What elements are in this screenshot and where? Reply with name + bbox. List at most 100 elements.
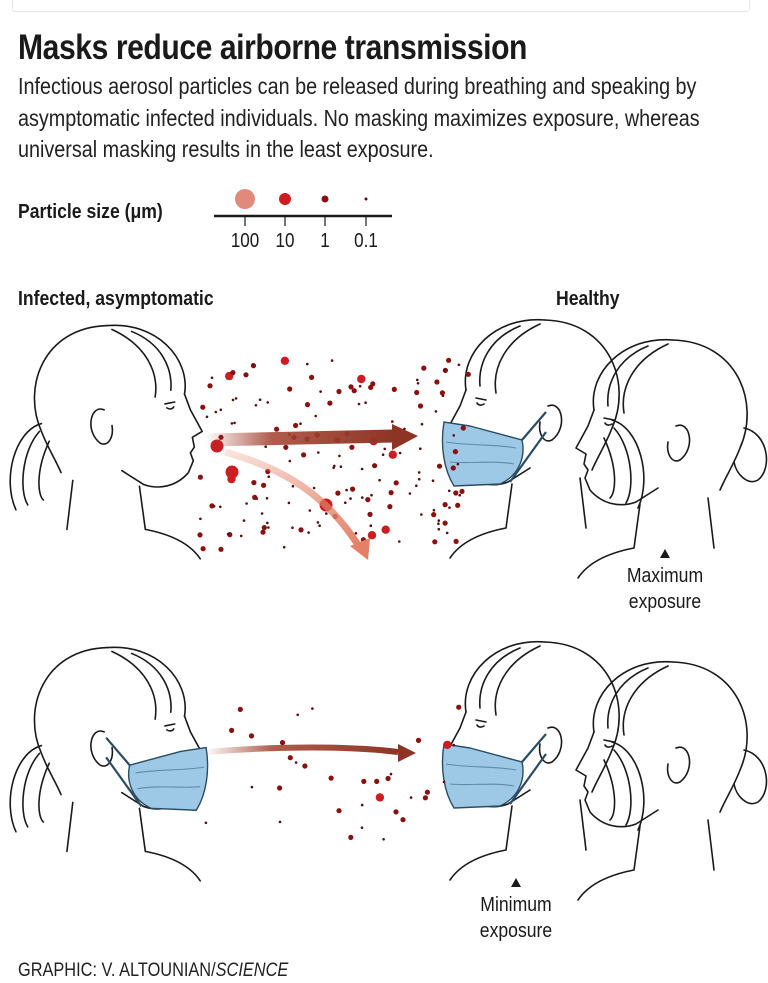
particle [197,532,203,538]
particle [357,402,361,406]
particle [291,526,294,529]
particle [409,796,413,799]
particle [385,775,391,782]
scene-no-masking [9,319,768,579]
particle [420,422,424,426]
particle [393,809,399,815]
legend-tick-1: 1 [320,230,330,252]
particle [291,484,295,488]
scene-universal-masking [9,641,768,901]
particle [312,486,316,490]
minimum-exposure-marker [511,878,521,887]
particle [267,526,270,529]
particle [417,403,424,409]
particle [245,502,248,505]
credit-prefix: GRAPHIC: V. ALTOUNIAN/ [18,960,216,981]
particle [200,404,206,410]
particle [266,521,269,525]
curved-arrow-head [350,538,370,560]
particle [446,357,452,363]
particle [415,484,418,488]
particle [391,386,397,392]
particle [250,785,254,789]
particle [348,384,354,390]
particle [442,780,446,784]
particle [264,445,268,449]
particle [364,401,367,405]
particle [287,501,291,505]
particle [361,496,364,499]
particle [226,532,230,536]
particle [350,486,356,492]
particle [299,422,302,426]
particle [304,402,311,408]
particle [417,477,421,481]
particle [437,527,441,531]
legend-particle-10 [279,193,291,205]
particle [296,713,300,717]
particle [283,444,289,450]
straight-arrow-head [392,424,418,450]
legend-axis [214,189,392,226]
particle [242,519,246,522]
particle [452,434,456,437]
particle [260,529,266,535]
particle [251,363,255,366]
particle [229,727,235,733]
particle [465,371,471,377]
particle [369,524,373,527]
particle [345,488,348,492]
particle [448,489,451,493]
particle [218,546,224,552]
particle [349,444,355,450]
particle [452,743,456,747]
particle [360,826,364,829]
particle [420,513,423,516]
particle [197,474,203,480]
particle [266,401,270,404]
straight-arrow [204,744,399,755]
particle [360,467,364,471]
straight-arrow [204,429,396,447]
particle [455,502,461,508]
particle [375,793,385,802]
particle [330,359,334,362]
particle [237,706,243,712]
particle [374,778,380,784]
particle [408,492,412,495]
particle [316,521,320,524]
particle [205,415,209,419]
particle [448,506,451,510]
particle [332,466,335,470]
particle [225,465,239,479]
legend-particle-1 [321,195,329,203]
page-title: Masks reduce airborne transmission [18,28,527,67]
particle [254,404,258,407]
particle [301,452,307,458]
healthy-person-front [441,641,645,881]
minimum-exposure-label: Minimum exposure [479,894,553,942]
particle [443,368,446,372]
particle [288,459,292,463]
particle [442,520,448,526]
particle [307,531,310,534]
particle [452,449,458,455]
particle [351,388,357,394]
particle [336,808,342,814]
legend-tick-10: 10 [275,230,295,252]
particle [278,820,282,824]
particle [456,462,460,466]
particle [210,376,214,380]
particle [388,450,397,459]
particle [358,384,362,388]
particle [453,538,459,545]
particle [398,540,401,543]
particle [415,737,422,743]
particle [378,478,381,482]
particle [400,817,406,823]
particle [381,525,390,534]
particle [230,422,234,425]
legend-label: Particle size (μm) [18,201,163,223]
particle [335,490,341,496]
